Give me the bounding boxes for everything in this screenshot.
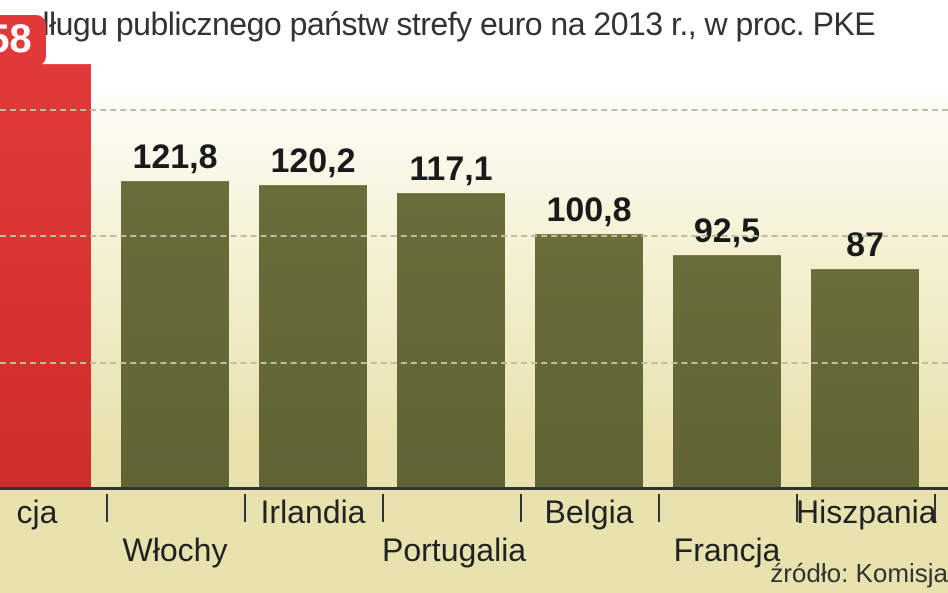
bar: [811, 269, 919, 490]
value-label: 117,1: [397, 150, 505, 189]
x-tick: [382, 494, 384, 522]
category-label: cja: [0, 494, 106, 531]
plot-area: 58 121,8 120,2 117,1 100,8 92,5 87: [0, 60, 948, 490]
bar-slot: 117,1: [397, 194, 505, 490]
bar-slot: 58: [0, 65, 91, 490]
chart-title: a długu publicznego państw strefy euro n…: [0, 6, 948, 43]
bars-container: 58 121,8 120,2 117,1 100,8 92,5 87: [0, 60, 948, 490]
x-baseline: [0, 487, 948, 490]
value-label: 87: [811, 226, 919, 265]
bar-slot: 121,8: [121, 182, 229, 490]
bar: [259, 185, 367, 490]
bar: [121, 181, 229, 490]
gridline: [0, 362, 948, 364]
value-label: 92,5: [673, 212, 781, 251]
bar-slot: 87: [811, 270, 919, 490]
chart-root: a długu publicznego państw strefy euro n…: [0, 0, 948, 593]
gridline: [0, 235, 948, 237]
source-text: źródło: Komisja: [770, 558, 948, 589]
bar-slot: 120,2: [259, 186, 367, 490]
category-label: Portugalia: [382, 532, 520, 569]
value-badge: 58: [0, 15, 46, 66]
value-label: 120,2: [259, 142, 367, 181]
bar: [397, 193, 505, 490]
category-label: Hiszpania: [796, 494, 934, 531]
value-badge-text: 58: [0, 15, 46, 66]
category-label: Irlandia: [244, 494, 382, 531]
value-label: 121,8: [121, 138, 229, 177]
gridline: [0, 109, 948, 111]
value-label: 100,8: [535, 191, 643, 230]
category-label: Belgia: [520, 494, 658, 531]
bar: [673, 255, 781, 490]
x-tick: [658, 494, 660, 522]
bar-highlight: [0, 64, 91, 490]
bar-slot: 92,5: [673, 256, 781, 490]
x-tick: [106, 494, 108, 522]
category-label: Włochy: [106, 532, 244, 569]
